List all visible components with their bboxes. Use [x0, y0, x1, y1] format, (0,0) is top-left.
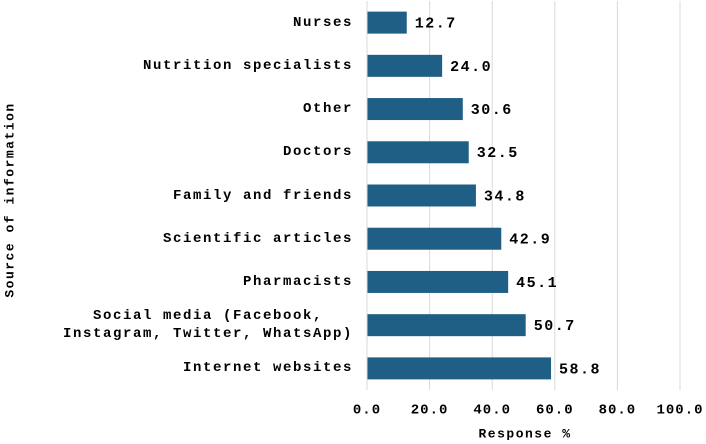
value-label: 42.9: [509, 232, 551, 249]
value-label: 45.1: [516, 275, 558, 292]
bar: [367, 227, 502, 250]
y-tick-label: Other: [302, 101, 353, 118]
y-tick-label: Nurses: [292, 14, 353, 31]
value-label: 50.7: [534, 318, 576, 335]
value-label: 58.8: [559, 361, 601, 378]
bar: [367, 357, 552, 380]
x-tick-label: 0.0: [353, 403, 381, 419]
bar: [367, 54, 443, 77]
bar: [367, 98, 463, 121]
value-label: 32.5: [477, 145, 519, 162]
bar: [367, 314, 526, 337]
x-tick-label: 80.0: [599, 403, 637, 419]
y-axis-title: Source of information: [2, 102, 17, 297]
x-tick-label: 60.0: [536, 403, 574, 419]
x-axis-title: Response %: [478, 426, 571, 441]
y-tick-label: Scientific articles: [162, 230, 353, 247]
y-tick-label: Nutrition specialists: [142, 57, 353, 74]
value-label: 12.7: [415, 16, 457, 33]
y-tick-label: Doctors: [282, 144, 353, 161]
y-tick-label: Social media (Facebook, Instagram, Twitt…: [62, 308, 353, 343]
bar: [367, 11, 407, 34]
x-tick-label: 40.0: [473, 403, 511, 419]
x-tick-label: 100.0: [656, 403, 703, 419]
bar: [367, 184, 476, 207]
value-label: 34.8: [484, 188, 526, 205]
bar: [367, 270, 509, 293]
x-tick-label: 20.0: [411, 403, 449, 419]
bar: [367, 141, 469, 164]
y-tick-label: Internet websites: [182, 360, 353, 377]
value-label: 24.0: [450, 59, 492, 76]
value-label: 30.6: [471, 102, 513, 119]
y-tick-label: Family and friends: [172, 187, 353, 204]
y-tick-label: Pharmacists: [242, 273, 353, 290]
